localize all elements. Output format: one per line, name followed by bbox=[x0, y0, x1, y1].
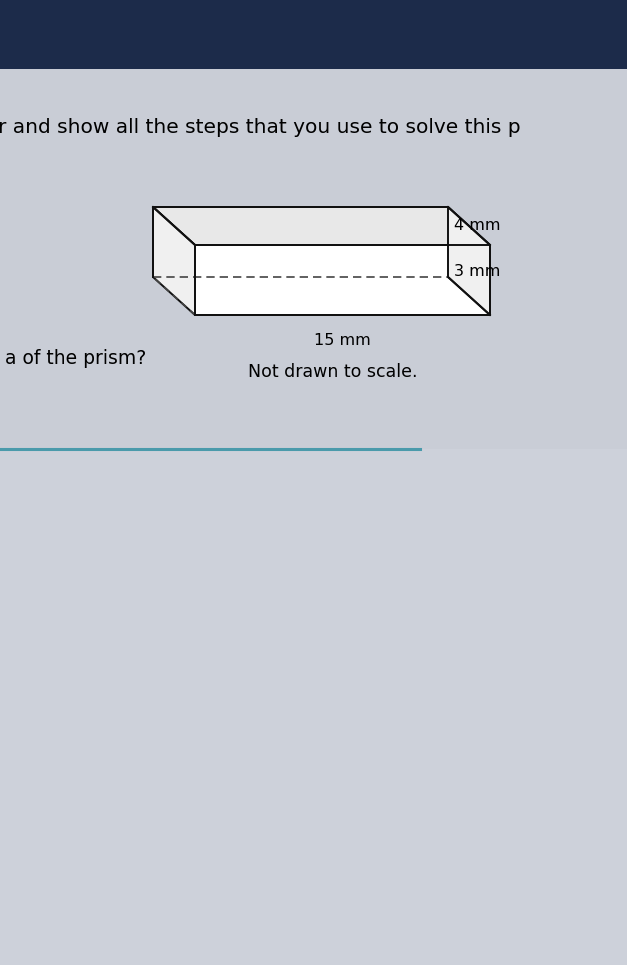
Bar bbox=[0, 0, 627, 69]
Text: 3 mm: 3 mm bbox=[454, 264, 500, 280]
Text: Not drawn to scale.: Not drawn to scale. bbox=[248, 363, 417, 381]
Polygon shape bbox=[195, 245, 490, 315]
Polygon shape bbox=[153, 207, 195, 315]
Text: 4 mm: 4 mm bbox=[454, 218, 500, 234]
Text: r and show all the steps that you use to solve this p: r and show all the steps that you use to… bbox=[0, 118, 520, 137]
Text: a of the prism?: a of the prism? bbox=[5, 349, 146, 369]
Polygon shape bbox=[448, 207, 490, 315]
Text: 15 mm: 15 mm bbox=[314, 333, 371, 348]
Bar bbox=[0, 449, 627, 965]
Polygon shape bbox=[153, 207, 490, 245]
